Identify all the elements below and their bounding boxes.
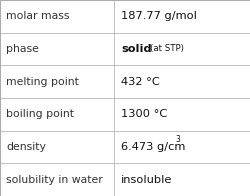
Text: boiling point: boiling point (6, 109, 74, 119)
Text: solid: solid (121, 44, 152, 54)
Text: 432 °C: 432 °C (121, 77, 160, 87)
Text: melting point: melting point (6, 77, 79, 87)
Text: 3: 3 (175, 135, 180, 144)
Text: density: density (6, 142, 46, 152)
Text: 187.77 g/mol: 187.77 g/mol (121, 11, 197, 21)
Text: 1300 °C: 1300 °C (121, 109, 168, 119)
Text: solubility in water: solubility in water (6, 175, 103, 185)
Text: molar mass: molar mass (6, 11, 70, 21)
Text: (at STP): (at STP) (150, 44, 184, 54)
Text: insoluble: insoluble (121, 175, 172, 185)
Text: phase: phase (6, 44, 39, 54)
Text: 6.473 g/cm: 6.473 g/cm (121, 142, 186, 152)
